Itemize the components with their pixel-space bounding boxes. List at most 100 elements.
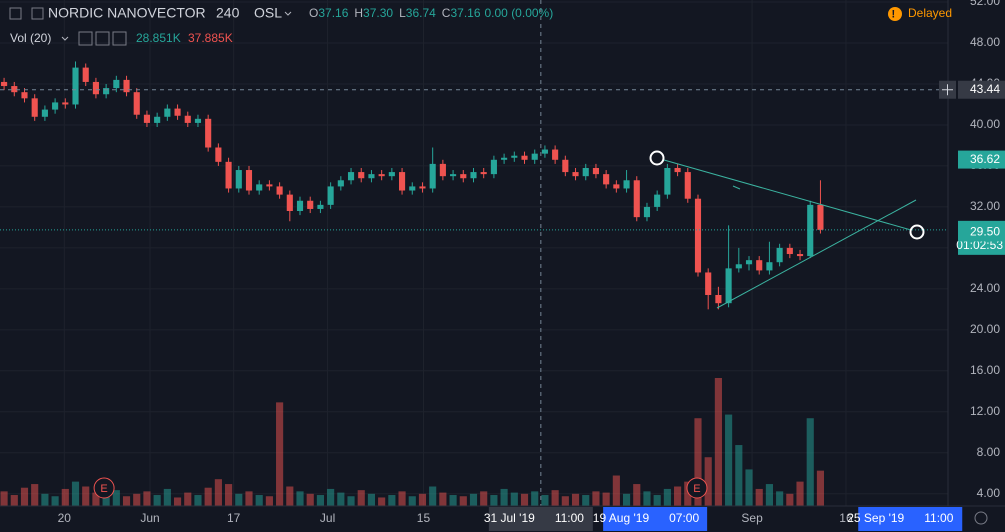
volume-bar xyxy=(388,495,396,506)
anchor-handle[interactable] xyxy=(649,150,665,166)
event-label[interactable]: E xyxy=(100,483,107,495)
triangle-drawing[interactable] xyxy=(649,150,925,309)
volume-bar xyxy=(378,497,386,506)
crosshair-price-label: 43.44 xyxy=(970,82,1000,96)
candle-body xyxy=(164,108,171,117)
dropdown-icon[interactable] xyxy=(61,36,69,41)
volume-bar xyxy=(776,491,784,506)
crosshair-price-box xyxy=(958,80,1005,99)
symbol-title[interactable]: NORDIC NANOVECTOR xyxy=(48,5,206,21)
volume-bar xyxy=(51,496,59,506)
candle-body xyxy=(623,180,630,189)
candle-body xyxy=(286,194,293,212)
range-time-box xyxy=(603,507,708,531)
volume-bar xyxy=(347,496,355,506)
candle-body xyxy=(633,180,640,218)
volume-bar xyxy=(153,495,161,506)
candle-body xyxy=(31,98,38,117)
volume-bar xyxy=(306,493,314,506)
volume-layer xyxy=(0,378,825,506)
volume-title[interactable]: Vol (20) xyxy=(10,31,51,45)
volume-bar xyxy=(684,481,692,506)
candle-body xyxy=(133,92,140,115)
volume-bar xyxy=(102,495,110,506)
volume-bar xyxy=(408,496,416,506)
volume-bar xyxy=(112,490,120,506)
candle-body xyxy=(817,204,824,230)
volume-bar xyxy=(500,488,508,506)
volume-bar xyxy=(796,481,804,506)
candle-body xyxy=(745,260,753,265)
candle-body xyxy=(154,116,161,123)
candle-body xyxy=(766,262,773,271)
crosshair-time-box xyxy=(488,507,593,531)
y-tick-label: 52.00 xyxy=(970,0,1000,8)
volume-bar xyxy=(592,491,600,506)
ohlc-value: 37.30 xyxy=(363,6,393,20)
ohlc-values: O37.16 H37.30 L36.74 C37.16 0.00 (0.00%) xyxy=(309,6,553,20)
ohlc-value: 37.16 xyxy=(450,6,480,20)
volume-bar xyxy=(225,484,233,506)
volume-bar xyxy=(480,491,488,506)
anchor-handle[interactable] xyxy=(909,224,925,240)
crosshair-add-icon[interactable] xyxy=(942,84,953,96)
icon[interactable] xyxy=(95,31,110,46)
volume-bar xyxy=(490,495,498,506)
candle-body xyxy=(194,118,202,123)
candle-body xyxy=(143,114,151,123)
candle-body xyxy=(521,155,528,160)
trend-line[interactable] xyxy=(656,157,919,233)
volume-bar xyxy=(459,496,467,506)
event-marker[interactable] xyxy=(93,477,115,499)
candle-body xyxy=(786,247,793,255)
dropdown-icon[interactable] xyxy=(284,11,292,16)
candle-body xyxy=(409,186,416,191)
event-label[interactable]: E xyxy=(693,483,700,495)
volume-bar xyxy=(357,490,365,506)
y-tick-label: 8.00 xyxy=(977,445,1001,459)
volume-bar xyxy=(0,491,8,506)
trend-line[interactable] xyxy=(716,199,917,309)
volume-bar xyxy=(276,402,284,506)
volume-bar xyxy=(531,491,539,506)
candle-body xyxy=(541,149,548,154)
ohlc-key: L xyxy=(399,6,406,20)
volume-bar xyxy=(163,488,171,506)
candle-body xyxy=(643,206,651,218)
y-tick-label: 48.00 xyxy=(970,35,1000,49)
volume-bar xyxy=(520,493,529,506)
delayed-status[interactable]: Delayed xyxy=(908,6,952,20)
range-time-time: 11:00 xyxy=(924,511,953,525)
volume-bar xyxy=(582,495,590,506)
candle-body xyxy=(317,204,324,209)
y-tick-label: 16.00 xyxy=(970,363,1000,377)
icon[interactable] xyxy=(31,7,44,20)
candle-body xyxy=(174,108,181,116)
candle-body xyxy=(501,157,508,160)
change-value: 0.00 (0.00%) xyxy=(485,6,554,20)
volume-bar xyxy=(551,490,559,506)
settings-icon[interactable] xyxy=(974,511,988,525)
candle-body xyxy=(307,200,314,209)
candle-body xyxy=(756,260,763,271)
candle-body xyxy=(470,172,477,179)
volume-bar xyxy=(10,495,18,506)
candle-body xyxy=(776,247,783,263)
exchange[interactable]: OSL xyxy=(254,5,282,21)
icon[interactable] xyxy=(112,31,127,46)
volume-bar xyxy=(367,493,376,506)
icon[interactable] xyxy=(9,7,22,20)
event-marker[interactable] xyxy=(686,477,708,499)
candle-body xyxy=(582,167,589,177)
volume-bar xyxy=(133,493,141,506)
volume-bar xyxy=(398,491,406,506)
y-tick-label: 24.00 xyxy=(970,281,1000,295)
volume-bar xyxy=(337,492,345,506)
interval[interactable]: 240 xyxy=(216,5,240,21)
icon[interactable] xyxy=(78,31,93,46)
volume-bar xyxy=(184,492,192,506)
range-time-time: 07:00 xyxy=(669,511,699,525)
volume-bar xyxy=(316,495,324,506)
